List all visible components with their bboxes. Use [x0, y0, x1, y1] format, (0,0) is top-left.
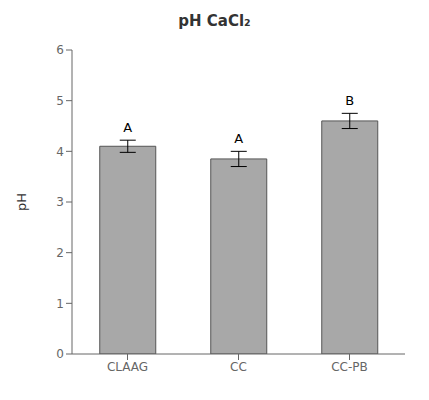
svg-text:A: A: [123, 120, 132, 135]
svg-text:CC-PB: CC-PB: [331, 360, 368, 374]
svg-text:pH: pH: [14, 193, 29, 211]
svg-text:5: 5: [56, 94, 64, 108]
svg-text:A: A: [234, 131, 243, 146]
svg-text:2: 2: [56, 246, 64, 260]
svg-text:CLAAG: CLAAG: [107, 360, 148, 374]
svg-text:0: 0: [56, 347, 64, 361]
svg-text:B: B: [345, 93, 354, 108]
svg-text:6: 6: [56, 43, 64, 57]
svg-text:CC: CC: [230, 360, 247, 374]
svg-text:3: 3: [56, 195, 64, 209]
html-text:pH CaCl₂: pH CaCl₂: [178, 12, 251, 30]
svg-text:1: 1: [56, 297, 64, 311]
svg-text:4: 4: [56, 145, 64, 159]
